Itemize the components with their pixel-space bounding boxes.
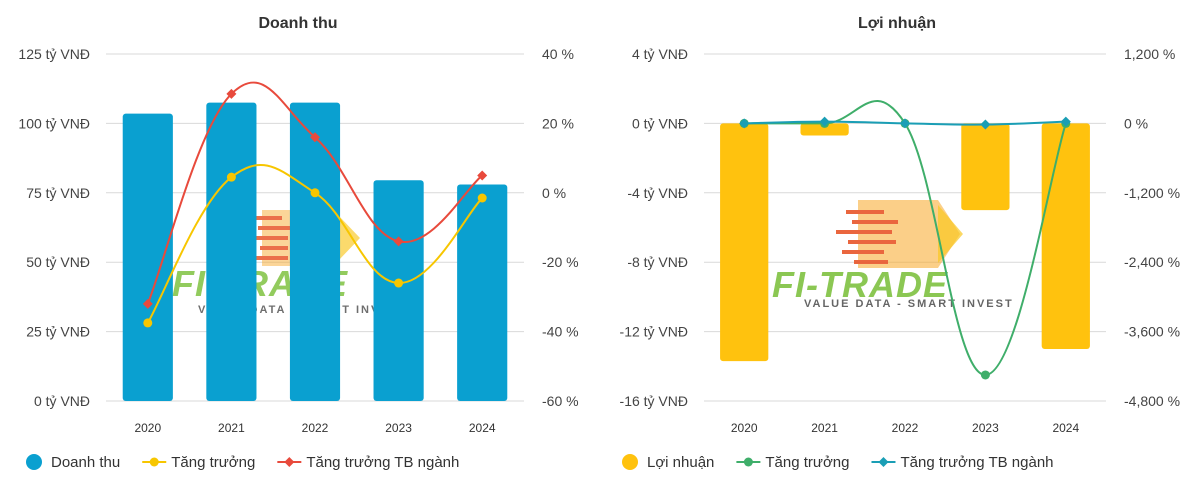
x-tick-label: 2023	[385, 421, 412, 435]
legend-label: Lợi nhuận	[647, 454, 714, 471]
y-left-tick-label: 4 tỷ VNĐ	[632, 46, 688, 62]
legend-label: Tăng trưởng	[171, 454, 255, 471]
y-right-tick-label: 1,200 %	[1124, 46, 1175, 62]
y-left-tick-label: -12 tỷ VNĐ	[620, 324, 688, 340]
bar-2020[interactable]	[122, 113, 173, 402]
point-2022[interactable]	[310, 132, 320, 143]
legend-marker-icon	[743, 457, 753, 467]
y-right-tick-label: -1,200 %	[1124, 185, 1180, 201]
gridlines-profit: -16 tỷ VNĐ -12 tỷ VNĐ -8 tỷ VNĐ -4 tỷ VNĐ 0 …	[620, 46, 1181, 435]
y-left-tick-label: 50 tỷ VNĐ	[26, 254, 90, 270]
y-right-tick-label: 20 %	[542, 115, 574, 131]
y-right-tick-label: -60 %	[542, 393, 579, 409]
legend-marker-icon	[149, 457, 159, 467]
bar-2021[interactable]	[800, 123, 849, 136]
legend-label: Tăng trưởng	[765, 454, 849, 471]
bar-2020[interactable]	[720, 123, 769, 362]
bar-2023[interactable]	[961, 123, 1010, 211]
y-left-tick-label: 100 tỷ VNĐ	[18, 115, 90, 131]
legend-revenue[interactable]: Doanh thu Tăng trưởng Tăng trưởng TB ngành	[26, 454, 459, 471]
point-2020[interactable]	[142, 298, 153, 309]
chart-title-revenue: Doanh thu	[258, 15, 337, 32]
y-right-tick-label: -3,600 %	[1124, 324, 1180, 340]
point-2021[interactable]	[226, 88, 237, 99]
x-tick-label: 2024	[1052, 421, 1079, 435]
marks-revenue	[122, 81, 508, 402]
legend-profit[interactable]: Lợi nhuận Tăng trưởng Tăng trưởng TB ngành	[622, 454, 1054, 471]
bar-2024[interactable]	[1041, 123, 1090, 349]
y-left-tick-label: 125 tỷ VNĐ	[18, 46, 90, 62]
y-left-tick-label: 0 tỷ VNĐ	[34, 393, 90, 409]
y-right-tick-label: -20 %	[542, 254, 579, 270]
chart-title-profit: Lợi nhuận	[858, 15, 936, 32]
legend-marker-icon	[284, 457, 295, 467]
point-2023[interactable]	[980, 370, 990, 380]
y-right-tick-label: 0 %	[1124, 115, 1148, 131]
point-2021[interactable]	[226, 172, 236, 182]
point-2023[interactable]	[394, 278, 404, 288]
y-right-tick-label: 40 %	[542, 46, 574, 62]
y-right-tick-label: -4,800 %	[1124, 393, 1180, 409]
x-tick-label: 2021	[811, 421, 838, 435]
legend-bar-icon	[622, 454, 638, 470]
x-tick-label: 2023	[972, 421, 999, 435]
bar-2024[interactable]	[457, 184, 508, 401]
marks-profit	[720, 100, 1090, 380]
y-left-tick-label: 25 tỷ VNĐ	[26, 324, 90, 340]
y-right-tick-label: -40 %	[542, 324, 579, 340]
legend-label: Tăng trưởng TB ngành	[900, 454, 1053, 471]
point-2020[interactable]	[143, 318, 153, 328]
point-2020[interactable]	[739, 118, 750, 129]
x-tick-label: 2020	[134, 421, 161, 435]
legend-bar-icon	[26, 454, 42, 470]
legend-marker-icon	[878, 457, 889, 467]
legend-item[interactable]: Tăng trưởng TB ngành	[871, 454, 1054, 471]
y-right-tick-label: 0 %	[542, 185, 566, 201]
y-left-tick-label: -8 tỷ VNĐ	[627, 254, 688, 270]
bar-2022[interactable]	[289, 102, 341, 401]
bar-2021[interactable]	[206, 102, 257, 401]
point-2024[interactable]	[477, 193, 487, 203]
point-2024[interactable]	[1060, 116, 1071, 127]
watermark-tagline: VALUE DATA - SMART INVEST	[804, 298, 1014, 310]
y-left-tick-label: 0 tỷ VNĐ	[632, 115, 688, 131]
legend-item[interactable]: Doanh thu	[26, 454, 120, 471]
legend-item[interactable]: Tăng trưởng	[142, 454, 255, 471]
point-2022[interactable]	[900, 118, 910, 129]
bar-2023[interactable]	[373, 180, 424, 401]
x-tick-label: 2021	[218, 421, 245, 435]
point-2021[interactable]	[819, 116, 830, 127]
watermark-logo-profit: FI-TRADE VALUE DATA - SMART INVEST	[772, 200, 1014, 310]
legend-item[interactable]: Tăng trưởng TB ngành	[277, 454, 459, 471]
x-tick-label: 2022	[892, 421, 919, 435]
y-left-tick-label: 75 tỷ VNĐ	[26, 185, 90, 201]
x-tick-label: 2022	[302, 421, 329, 435]
point-2022[interactable]	[310, 188, 320, 198]
watermark-brand: FI-TRADE	[772, 264, 948, 305]
legend-item[interactable]: Tăng trưởng	[736, 454, 849, 471]
y-right-tick-label: -2,400 %	[1124, 254, 1180, 270]
point-2024[interactable]	[477, 170, 488, 181]
x-tick-label: 2024	[469, 421, 496, 435]
y-left-tick-label: -4 tỷ VNĐ	[627, 185, 688, 201]
legend-label: Tăng trưởng TB ngành	[306, 454, 459, 471]
point-2023[interactable]	[393, 236, 404, 247]
legend-label: Doanh thu	[51, 454, 120, 471]
series-line	[146, 81, 483, 305]
x-tick-label: 2020	[731, 421, 758, 435]
legend-item[interactable]: Lợi nhuận	[622, 454, 714, 471]
y-left-tick-label: -16 tỷ VNĐ	[620, 393, 688, 409]
point-2023[interactable]	[980, 119, 991, 130]
